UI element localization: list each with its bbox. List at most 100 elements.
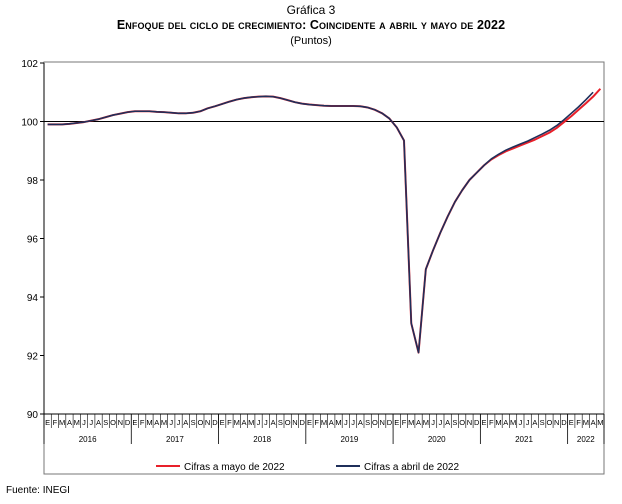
x-month-label: O — [197, 418, 203, 427]
x-month-label: J — [518, 418, 522, 427]
x-month-label: F — [140, 418, 145, 427]
x-month-label: E — [220, 418, 225, 427]
x-year-label: 2016 — [79, 435, 97, 444]
x-month-label: A — [591, 418, 596, 427]
x-month-label: E — [569, 418, 574, 427]
x-year-label: 2021 — [515, 435, 533, 444]
series-line-may — [47, 88, 602, 354]
x-month-label: J — [264, 418, 268, 427]
x-month-label: J — [89, 418, 93, 427]
x-month-label: A — [183, 418, 188, 427]
y-tick-label: 102 — [21, 59, 38, 70]
x-month-label: J — [351, 418, 355, 427]
y-tick-label: 94 — [27, 293, 39, 304]
x-month-label: J — [177, 418, 181, 427]
x-year-label: 2020 — [428, 435, 446, 444]
x-month-label: M — [59, 418, 65, 427]
x-month-label: N — [118, 418, 123, 427]
x-month-label: O — [285, 418, 291, 427]
x-month-label: M — [583, 418, 589, 427]
x-month-label: F — [53, 418, 58, 427]
x-month-label: A — [532, 418, 537, 427]
x-year-label: 2018 — [253, 435, 271, 444]
x-month-label: O — [547, 418, 553, 427]
chart-supertitle: Gráfica 3 — [286, 3, 336, 17]
x-month-label: E — [132, 418, 137, 427]
x-month-label: F — [576, 418, 581, 427]
x-month-label: N — [205, 418, 210, 427]
x-month-label: A — [67, 418, 72, 427]
x-month-label: N — [292, 418, 297, 427]
y-tick-label: 96 — [27, 235, 39, 246]
x-month-label: O — [372, 418, 378, 427]
x-year-label: 2022 — [577, 435, 595, 444]
x-month-label: M — [248, 418, 254, 427]
x-month-label: A — [96, 418, 101, 427]
x-month-label: A — [271, 418, 276, 427]
legend: Cifras a mayo de 2022 Cifras a abril de 2… — [156, 462, 459, 473]
x-month-label: D — [561, 418, 567, 427]
x-month-label: J — [526, 418, 530, 427]
x-month-label: S — [452, 418, 457, 427]
chart-title: Enfoque del ciclo de crecimiento: Coinci… — [116, 18, 506, 32]
x-month-label: J — [431, 418, 435, 427]
x-month-label: A — [154, 418, 159, 427]
x-month-label: F — [402, 418, 407, 427]
source-note: Fuente: INEGI — [6, 485, 70, 496]
x-month-label: E — [307, 418, 312, 427]
x-month-label: S — [365, 418, 370, 427]
x-month-label: F — [489, 418, 494, 427]
x-month-label: O — [110, 418, 116, 427]
x-month-label: E — [394, 418, 399, 427]
chart-units: (Puntos) — [290, 35, 332, 47]
x-month-label: D — [125, 418, 131, 427]
x-month-label: N — [379, 418, 384, 427]
x-month-label: N — [467, 418, 472, 427]
x-year-label: 2017 — [166, 435, 184, 444]
x-month-label: S — [540, 418, 545, 427]
x-month-label: S — [278, 418, 283, 427]
x-month-label: S — [191, 418, 196, 427]
x-month-label: M — [495, 418, 501, 427]
x-month-label: M — [423, 418, 429, 427]
x-month-label: M — [234, 418, 240, 427]
series-line-april — [47, 91, 594, 354]
x-month-label: M — [335, 418, 341, 427]
x-month-label: D — [212, 418, 218, 427]
y-tick-label: 90 — [27, 410, 39, 421]
legend-label: Cifras a mayo de 2022 — [184, 462, 285, 473]
x-month-label: M — [510, 418, 516, 427]
y-ticks: 90 92 94 96 98 100 102 — [21, 59, 44, 421]
x-month-label: J — [438, 418, 442, 427]
x-month-label: A — [416, 418, 421, 427]
x-month-label: A — [358, 418, 363, 427]
x-month-label: M — [161, 418, 167, 427]
x-month-label: A — [241, 418, 246, 427]
x-month-label: M — [597, 418, 603, 427]
x-month-label: M — [321, 418, 327, 427]
legend-label: Cifras a abril de 2022 — [364, 462, 459, 473]
x-month-label: O — [459, 418, 465, 427]
series-layer — [47, 88, 602, 354]
x-month-label: E — [45, 418, 50, 427]
x-month-label: D — [299, 418, 305, 427]
x-month-label: M — [408, 418, 414, 427]
x-month-label: A — [445, 418, 450, 427]
x-month-label: J — [169, 418, 173, 427]
x-month-label: J — [82, 418, 86, 427]
x-month-label: J — [257, 418, 261, 427]
y-tick-label: 98 — [27, 176, 39, 187]
y-tick-label: 92 — [27, 352, 39, 363]
x-month-label: M — [146, 418, 152, 427]
x-month-label: D — [474, 418, 480, 427]
x-month-label: F — [314, 418, 319, 427]
x-month-label: F — [227, 418, 232, 427]
x-month-label: D — [387, 418, 393, 427]
x-month-label: J — [344, 418, 348, 427]
y-tick-label: 100 — [21, 118, 38, 129]
x-month-label: M — [74, 418, 80, 427]
x-year-label: 2019 — [341, 435, 359, 444]
x-month-label: S — [103, 418, 108, 427]
